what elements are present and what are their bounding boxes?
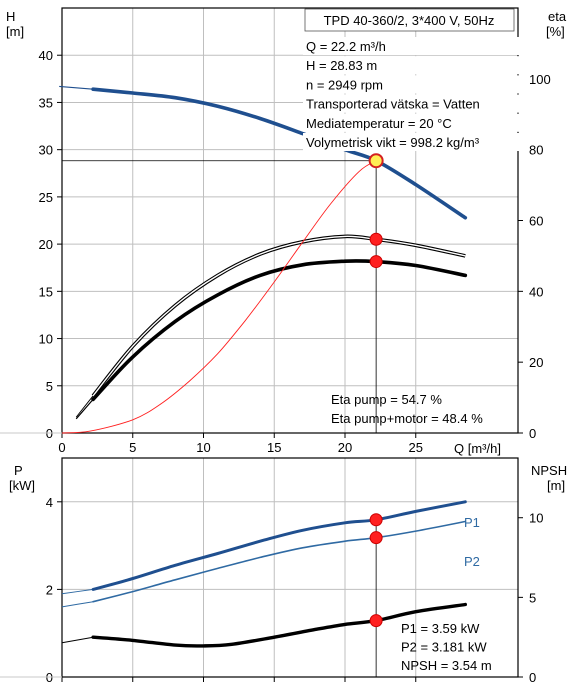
series-line-head [91,87,468,220]
x-tick-label: 15 [267,440,281,455]
series-inner-eta_pump [92,235,466,397]
efficiency-result-line: Eta pump = 54.7 % [331,392,442,407]
power-result-line: NPSH = 3.54 m [401,658,492,673]
series-line-thin_red [61,160,377,434]
top-x-axis-label: Q [m³/h] [454,441,501,456]
y-left-tick-label: 30 [39,143,53,158]
info-block: Q = 22.2 m³/h H = 28.83 m n = 2949 rpm Tran… [303,37,529,151]
info-line: Transporterad vätska = Vatten [306,97,480,112]
y-left-tick-label: 4 [46,495,53,510]
top-series [59,85,468,434]
y-right-tick-label: 100 [529,72,551,87]
x-tick-label: 25 [409,440,423,455]
series-line-p1 [91,500,467,591]
top-y-right-label-line2: [%] [546,24,565,39]
efficiency-results: Eta pump = 54.7 % Eta pump+motor = 48.4 % [331,392,483,426]
operating-point-marker [368,153,384,169]
plot-frame [61,457,519,678]
info-backdrop [303,113,529,132]
x-tick-label: 10 [196,440,210,455]
info-line: Mediatemperatur = 20 °C [306,116,452,131]
top-y-right-label-line1: eta [548,9,567,24]
y-right-tick-label: 20 [529,355,543,370]
y-right-tick-label: 0 [529,670,536,685]
bottom-marker [369,614,383,628]
x-tick-label: 5 [129,440,136,455]
efficiency-marker [369,232,383,246]
info-backdrop [303,75,529,94]
bottom-y-left-label-line2: [kW] [9,478,35,493]
title-box: TPD 40-360/2, 3*400 V, 50Hz [304,8,515,32]
efficiency-marker [369,255,383,269]
bottom-y-left-label-line1: P [14,463,23,478]
series-lead-eta_pump [75,395,94,418]
bottom-marker [369,513,383,527]
series-label-p2: P2 [464,554,480,569]
bottom-y-right-label-line2: [m] [547,478,565,493]
y-right-tick-label: 80 [529,143,543,158]
title-box-frame [304,8,515,32]
series-lead-p1 [61,588,94,595]
top-y-left-label-line2: [m] [6,24,24,39]
top-panel: 05101520253035400204060801000510152025 [39,7,551,455]
power-result-line: P2 = 3.181 kW [401,640,487,655]
x-tick-label: 20 [338,440,352,455]
bottom-y-right-label-line1: NPSH [531,463,567,478]
bottom-axis-titles: P [kW] NPSH [m] [9,463,567,493]
y-left-tick-label: 40 [39,48,53,63]
y-left-tick-label: 20 [39,237,53,252]
efficiency-result-line: Eta pump+motor = 48.4 % [331,411,483,426]
power-results: P1 = 3.59 kW P2 = 3.181 kW NPSH = 3.54 m [401,621,492,673]
bottom-series [61,500,467,648]
y-left-tick-label: 25 [39,190,53,205]
y-left-tick-label: 10 [39,332,53,347]
y-right-tick-label: 40 [529,284,543,299]
series-outline-eta_pump [91,234,466,397]
info-line: Q = 22.2 m³/h [306,39,386,54]
info-backdrop [303,56,529,75]
x-tick-label: 0 [58,440,65,455]
y-right-tick-label: 10 [529,511,543,526]
series-lead-npsh [61,636,94,644]
series-lead-p2 [61,601,94,608]
top-y-left-label-line1: H [6,9,15,24]
info-backdrop [303,37,529,55]
series-label-p1: P1 [464,515,480,530]
series-lead-eta_total [75,399,94,420]
info-line: n = 2949 rpm [306,77,383,92]
y-left-tick-label: 5 [46,379,53,394]
power-result-line: P1 = 3.59 kW [401,621,480,636]
top-axis-titles: H [m] eta [%] Q [m³/h] [6,9,567,456]
y-left-tick-label: 2 [46,582,53,597]
series-line-p2 [92,520,467,603]
series-line-eta_total [91,259,468,402]
y-left-tick-label: 15 [39,284,53,299]
y-right-tick-label: 60 [529,214,543,229]
series-line-npsh [91,602,467,648]
bottom-marker [369,531,383,545]
series-lead-head [59,85,94,90]
y-right-tick-label: 0 [529,426,536,441]
info-line: H = 28.83 m [306,58,377,73]
info-backdrop [303,133,529,151]
y-left-tick-label: 35 [39,95,53,110]
info-backdrop [303,94,529,113]
chart-title: TPD 40-360/2, 3*400 V, 50Hz [324,13,495,28]
y-right-tick-label: 5 [529,590,536,605]
info-line: Volymetrisk vikt = 998.2 kg/m³ [306,135,480,150]
